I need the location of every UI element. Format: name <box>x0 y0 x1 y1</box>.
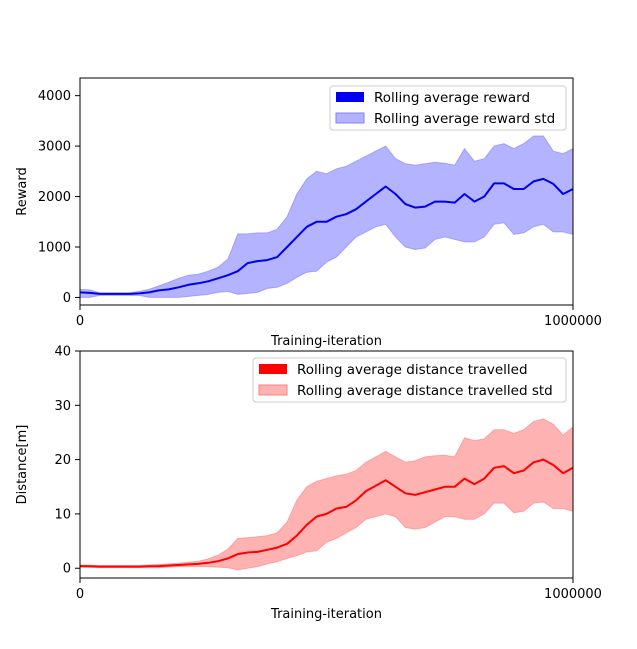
y-tick-label: 20 <box>54 453 71 468</box>
legend: Rolling average reward Rolling average re… <box>329 85 567 131</box>
series-line-0 <box>79 177 574 295</box>
plot-frame <box>79 77 574 306</box>
y-tick-label: 40 <box>54 345 71 360</box>
legend-box <box>252 357 567 403</box>
y-tick-label: 10 <box>54 507 71 522</box>
plot-frame <box>79 350 574 579</box>
y-tick-label: 2000 <box>38 190 71 205</box>
legend-entry: Rolling average reward std <box>374 111 555 127</box>
std-band-0 <box>79 135 574 298</box>
legend-entry: Rolling average distance travelled <box>297 362 528 378</box>
y-tick-label: 0 <box>63 291 71 306</box>
legend-swatch-band <box>335 112 365 124</box>
y-tick-label: 4000 <box>38 89 71 104</box>
y-tick-label: 0 <box>63 562 71 577</box>
std-band-0 <box>79 418 574 571</box>
x-tick-label: 0 <box>76 587 84 602</box>
x-tick-label: 1000000 <box>544 587 602 602</box>
legend: Rolling average distance travelled Rollin… <box>252 357 567 403</box>
legend-swatch-band <box>258 384 288 396</box>
legend-swatch-line <box>259 364 287 374</box>
legend-box <box>329 85 567 131</box>
x-tick-label: 1000000 <box>544 314 602 329</box>
x-axis-label: Training-iteration <box>270 607 382 622</box>
y-tick-label: 1000 <box>38 240 71 255</box>
distance-chart: 0 10 20 30 40 0 1000000 Training-iteration Dista… <box>15 345 602 623</box>
legend-entry: Rolling average distance travelled std <box>297 383 553 399</box>
legend-entry: Rolling average reward <box>374 90 530 106</box>
legend-swatch-line <box>336 92 364 102</box>
series-line-0 <box>79 458 574 568</box>
x-tick-label: 0 <box>76 314 84 329</box>
y-axis-label: Distance[m] <box>15 425 30 505</box>
y-tick-label: 3000 <box>38 140 71 155</box>
reward-chart: 0 1000 2000 3000 4000 0 1000000 Training-iterat… <box>15 77 602 349</box>
x-axis-label: Training-iteration <box>270 334 382 349</box>
y-tick-label: 30 <box>54 399 71 414</box>
y-axis-label: Reward <box>15 167 30 215</box>
